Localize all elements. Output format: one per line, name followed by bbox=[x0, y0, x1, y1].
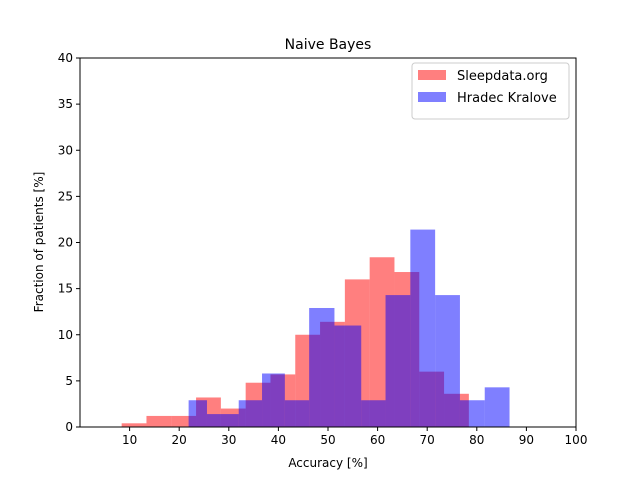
legend-swatch-0 bbox=[418, 70, 446, 80]
bar-series-1-bin-2 bbox=[238, 400, 263, 427]
y-tick-label-8: 40 bbox=[58, 51, 73, 65]
bar-series-0-bin-1 bbox=[146, 415, 172, 427]
x-tick-label-4: 50 bbox=[320, 433, 335, 447]
x-tick-label-5: 60 bbox=[370, 433, 385, 447]
y-tick-label-1: 5 bbox=[65, 374, 73, 388]
legend: Sleepdata.org Hradec Kralove bbox=[411, 62, 570, 120]
y-tick-label-5: 25 bbox=[58, 189, 73, 203]
x-tick-label-3: 40 bbox=[271, 433, 286, 447]
x-tick-label-7: 80 bbox=[469, 433, 484, 447]
y-axis: 0 5 10 15 20 25 30 35 40 bbox=[58, 51, 80, 434]
bar-series-1-bin-12 bbox=[484, 387, 510, 427]
x-tick-label-0: 10 bbox=[122, 433, 137, 447]
legend-label-0: Sleepdata.org bbox=[457, 69, 548, 84]
bar-series-1-bin-11 bbox=[459, 400, 485, 427]
y-tick-label-4: 20 bbox=[58, 236, 73, 250]
y-tick-label-3: 15 bbox=[58, 282, 73, 296]
legend-label-1: Hradec Kralove bbox=[457, 91, 557, 106]
bar-series-1-bin-6 bbox=[334, 325, 362, 427]
x-axis: 10 20 30 40 50 60 70 80 90 100 bbox=[122, 427, 587, 447]
x-tick-label-9: 100 bbox=[565, 433, 588, 447]
y-tick-label-6: 30 bbox=[58, 143, 73, 157]
bar-series-1-bin-7 bbox=[361, 400, 386, 427]
chart-title: Naive Bayes bbox=[285, 37, 372, 53]
legend-swatch-1 bbox=[418, 92, 446, 102]
bar-series-1-bin-5 bbox=[309, 307, 335, 427]
legend-box bbox=[411, 62, 570, 120]
bar-series-1-bin-1 bbox=[206, 414, 239, 427]
bar-series-1-bin-4 bbox=[284, 400, 310, 427]
x-tick-label-6: 70 bbox=[420, 433, 435, 447]
y-axis-label: Fraction of patients [%] bbox=[32, 172, 46, 313]
x-axis-label: Accuracy [%] bbox=[288, 456, 367, 470]
y-tick-label-7: 35 bbox=[58, 97, 73, 111]
bar-series-0-bin-2 bbox=[171, 415, 197, 427]
x-tick-label-2: 30 bbox=[221, 433, 236, 447]
bar-series-1-bin-0 bbox=[188, 400, 207, 427]
bar-series-1-bin-9 bbox=[410, 229, 436, 427]
x-tick-label-8: 90 bbox=[519, 433, 534, 447]
bar-series-1-bin-3 bbox=[262, 373, 285, 427]
bars-group bbox=[121, 229, 510, 427]
bar-series-1-bin-8 bbox=[385, 295, 411, 427]
x-tick-label-1: 20 bbox=[172, 433, 187, 447]
y-tick-label-2: 10 bbox=[58, 328, 73, 342]
bar-series-1-bin-10 bbox=[435, 295, 460, 427]
bar-series-0-bin-0 bbox=[121, 423, 147, 427]
y-tick-label-0: 0 bbox=[65, 420, 73, 434]
